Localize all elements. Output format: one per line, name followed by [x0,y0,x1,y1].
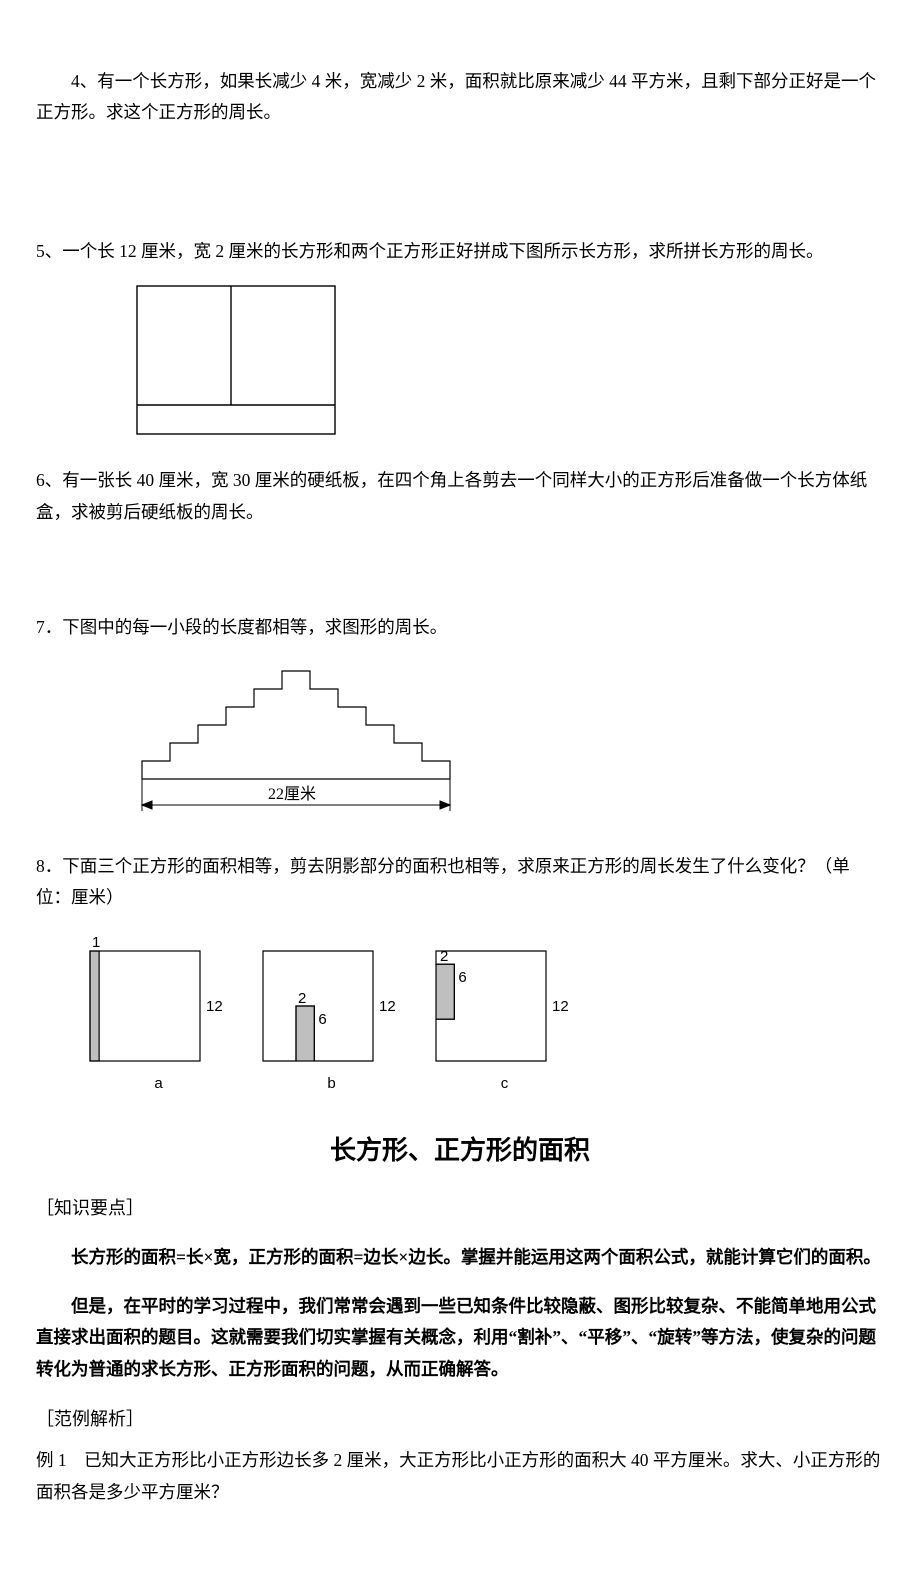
svg-text:1: 1 [92,934,100,951]
knowledge-p2: 但是，在平时的学习过程中，我们常常会遇到一些已知条件比较隐蔽、图形比较复杂、不能… [36,1291,884,1386]
subsection-knowledge: ［知识要点］ [36,1192,884,1224]
svg-text:22厘米: 22厘米 [268,785,316,803]
problem-7: 7．下图中的每一小段的长度都相等，求图形的周长。 22厘米 [36,612,884,821]
problem-5-text: 5、一个长 12 厘米，宽 2 厘米的长方形和两个正方形正好拼成下图所示长方形，… [36,236,884,268]
svg-text:2: 2 [440,948,448,965]
q5-diagram [136,285,336,435]
problem-4-text: 4、有一个长方形，如果长减少 4 米，宽减少 2 米，面积就比原来减少 44 平… [36,66,884,129]
q8-label-c: c [501,1070,509,1097]
blank-space [36,146,884,206]
svg-text:6: 6 [318,1011,326,1028]
problem-8-text: 8．下面三个正方形的面积相等，剪去阴影部分的面积也相等，求原来正方形的周长发生了… [36,851,884,914]
problem-7-text: 7．下图中的每一小段的长度都相等，求图形的周长。 [36,612,884,644]
svg-text:12: 12 [552,998,569,1015]
section-title: 长方形、正方形的面积 [36,1127,884,1174]
problem-6: 6、有一张长 40 厘米，宽 30 厘米的硬纸板，在四个角上各剪去一个同样大小的… [36,465,884,582]
svg-text:2: 2 [298,990,306,1007]
q8-panel-c: 26 12 c [432,931,577,1097]
problem-5: 5、一个长 12 厘米，宽 2 厘米的长方形和两个正方形正好拼成下图所示长方形，… [36,236,884,435]
q8-panel-a: 1 12 a [86,931,231,1097]
q8-diagram-c: 26 12 [432,931,577,1066]
svg-text:12: 12 [379,998,396,1015]
q8-label-b: b [327,1070,335,1097]
svg-text:12: 12 [206,998,223,1015]
problem-4: 4、有一个长方形，如果长减少 4 米，宽减少 2 米，面积就比原来减少 44 平… [36,66,884,207]
q8-diagram-b: 26 12 [259,931,404,1066]
subsection-examples: ［范例解析］ [36,1403,884,1435]
q7-diagram: 22厘米 [136,661,456,821]
q8-panel-b: 26 12 b [259,931,404,1097]
problem-8: 8．下面三个正方形的面积相等，剪去阴影部分的面积也相等，求原来正方形的周长发生了… [36,851,884,1098]
problem-5-figure [136,285,884,435]
knowledge-p1: 长方形的面积=长×宽，正方形的面积=边长×边长。掌握并能运用这两个面积公式，就能… [36,1242,884,1274]
problem-8-figures: 112 a 2612 b 2612 c [86,931,884,1097]
svg-text:6: 6 [458,969,466,986]
example-1: 例 1 已知大正方形比小正方形边长多 2 厘米，大正方形比小正方形的面积大 40… [36,1445,884,1508]
problem-6-text: 6、有一张长 40 厘米，宽 30 厘米的硬纸板，在四个角上各剪去一个同样大小的… [36,465,884,528]
q8-diagram-a: 1 12 [86,931,231,1066]
q8-label-a: a [154,1070,162,1097]
problem-7-figure: 22厘米 [136,661,884,821]
blank-space [36,546,884,582]
